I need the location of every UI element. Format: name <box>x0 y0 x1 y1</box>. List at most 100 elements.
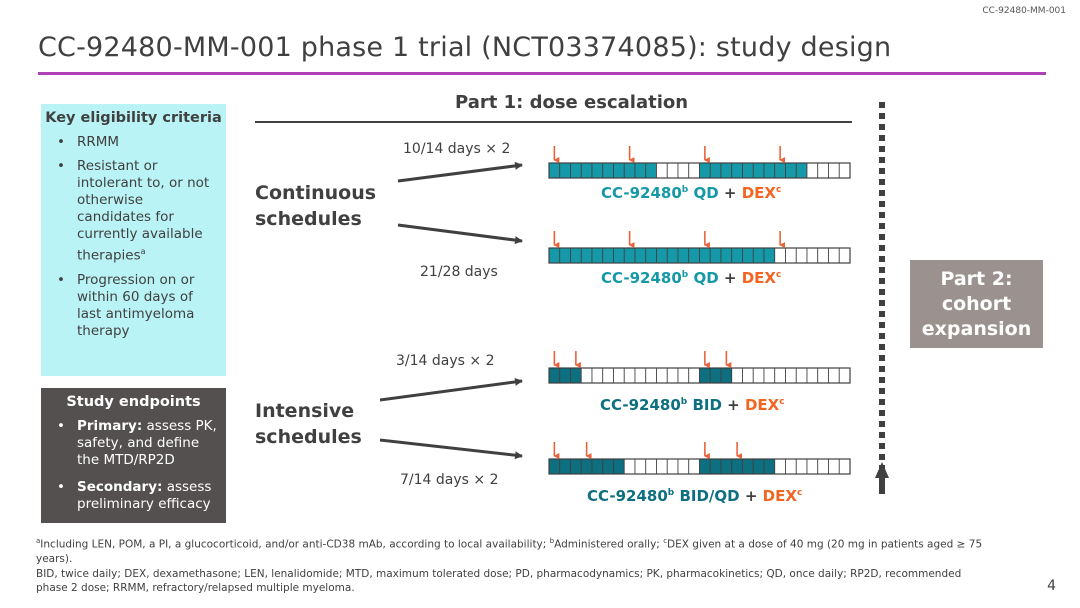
dosing-day-off <box>774 367 786 384</box>
dosing-day-off <box>580 367 593 384</box>
part2-box: Part 2: cohort expansion <box>910 260 1043 348</box>
dosing-day-off <box>828 367 840 384</box>
dosing-day-active <box>634 247 647 264</box>
eligibility-heading: Key eligibility criteria <box>45 110 222 126</box>
dosing-day-off <box>613 367 625 384</box>
dosing-day-off <box>795 367 808 384</box>
dosing-day-active <box>602 458 614 475</box>
dosing-day-off <box>774 247 786 264</box>
dosing-day-off <box>677 458 690 475</box>
dosing-day-active <box>570 367 582 384</box>
dosing-day-active <box>720 367 733 384</box>
dosing-day-active <box>720 162 733 179</box>
dosing-day-active <box>709 247 722 264</box>
page-title: CC-92480-MM-001 phase 1 trial (NCT033740… <box>38 32 892 63</box>
dosing-bar-outline <box>548 247 851 264</box>
dosing-day-active <box>752 247 765 264</box>
drug-label-3: CC-92480b BID + DEXc <box>600 396 785 414</box>
dosing-day-active <box>656 247 668 264</box>
part2-line: cohort <box>941 292 1012 315</box>
dosing-day-off <box>677 162 690 179</box>
dosing-day-active <box>591 458 604 475</box>
dosing-day-off <box>688 458 700 475</box>
dosing-day-active <box>570 162 582 179</box>
dosing-day-active <box>699 458 711 475</box>
dosing-day-off <box>785 458 797 475</box>
dosing-day-off <box>666 367 679 384</box>
dosing-day-active <box>742 162 754 179</box>
dosing-day-active <box>548 458 561 475</box>
dosing-day-active <box>613 162 625 179</box>
dosing-day-active <box>731 458 743 475</box>
dosing-day-off <box>688 162 700 179</box>
dosing-day-off <box>602 367 614 384</box>
dosing-day-off <box>817 367 829 384</box>
dosing-day-active <box>613 458 625 475</box>
dosing-day-active <box>709 162 722 179</box>
dosing-day-active <box>580 162 593 179</box>
dosing-day-off <box>828 162 840 179</box>
dosing-day-active <box>591 162 604 179</box>
part1-divider <box>255 121 852 123</box>
schedule-arrow <box>397 161 523 183</box>
dosing-day-off <box>817 247 829 264</box>
dosing-day-active <box>763 458 776 475</box>
dosing-day-off <box>795 247 808 264</box>
part2-line: expansion <box>921 317 1032 340</box>
dosing-day-off <box>806 367 819 384</box>
dosing-day-off <box>591 367 604 384</box>
dosing-day-active <box>666 247 679 264</box>
part1-title: Part 1: dose escalation <box>455 92 689 113</box>
dosing-day-off <box>806 162 819 179</box>
title-divider <box>38 72 1046 75</box>
dosing-day-off <box>828 458 840 475</box>
dosing-day-off <box>666 458 679 475</box>
dosing-day-active <box>731 247 743 264</box>
dosing-day-active <box>548 367 561 384</box>
dosing-day-active <box>570 247 582 264</box>
dosing-day-active <box>763 162 776 179</box>
dosing-day-active <box>785 162 797 179</box>
dosing-day-active <box>699 162 711 179</box>
dosing-day-off <box>838 367 851 384</box>
dosing-day-off <box>656 162 668 179</box>
dosing-day-off <box>785 367 797 384</box>
dosing-day-active <box>559 162 571 179</box>
abbreviations-text: BID, twice daily; DEX, dexamethasone; LE… <box>36 568 962 594</box>
dosing-day-active <box>677 247 690 264</box>
dosing-day-off <box>817 458 829 475</box>
dosing-day-active <box>580 458 593 475</box>
dosing-day-active <box>570 458 582 475</box>
dosing-day-active <box>548 247 561 264</box>
dosing-day-off <box>666 162 679 179</box>
endpoint-secondary: Secondary: assess preliminary efficacy <box>55 479 220 513</box>
eligibility-item: Resistant or intolerant to, or not other… <box>55 158 220 265</box>
drug-label-2: CC-92480b QD + DEXc <box>601 269 782 287</box>
intensive-schedules-label: Intensive schedules <box>255 400 362 448</box>
dosing-day-off <box>763 367 776 384</box>
dosing-day-off <box>806 247 819 264</box>
schedule-arrow <box>397 223 523 245</box>
schedule-label-2: 21/28 days <box>420 264 498 280</box>
schedule-label-3: 3/14 days × 2 <box>396 353 495 369</box>
dosing-day-off <box>677 367 690 384</box>
dosing-day-active <box>752 458 765 475</box>
dosing-day-active <box>742 458 754 475</box>
eligibility-item: Progression on or within 60 days of last… <box>55 272 220 340</box>
dosing-day-active <box>623 247 636 264</box>
dosing-day-off <box>688 367 700 384</box>
eligibility-box: Key eligibility criteria RRMM Resistant … <box>41 104 226 376</box>
dosing-bar-outline <box>548 162 851 179</box>
continuous-schedules-label: Continuous schedules <box>255 182 377 230</box>
dosing-day-off <box>656 367 668 384</box>
slide-id: CC-92480-MM-001 <box>982 6 1066 16</box>
dosing-day-active <box>742 247 754 264</box>
dosing-day-active <box>645 247 657 264</box>
dosing-day-active <box>699 247 711 264</box>
footnote-marker: a <box>140 247 146 256</box>
drug-label-1: CC-92480b QD + DEXc <box>601 184 782 202</box>
dosing-day-off <box>806 458 819 475</box>
dosing-day-active <box>645 162 657 179</box>
dosing-day-active <box>763 247 776 264</box>
